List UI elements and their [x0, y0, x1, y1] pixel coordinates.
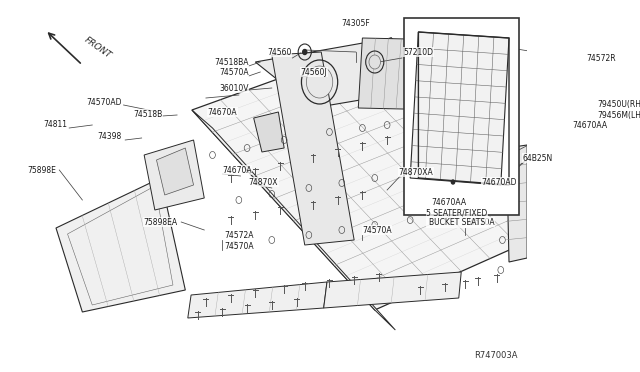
Text: R747003A: R747003A	[474, 351, 517, 360]
Polygon shape	[324, 272, 461, 308]
Text: FRONT: FRONT	[83, 35, 113, 60]
Text: 74570AD: 74570AD	[86, 97, 122, 106]
Text: 74305F: 74305F	[341, 19, 370, 28]
Text: 64B25N: 64B25N	[522, 154, 552, 163]
Polygon shape	[56, 178, 186, 312]
Polygon shape	[192, 38, 577, 310]
Text: 74670A: 74670A	[222, 166, 252, 174]
Circle shape	[451, 180, 454, 184]
Text: 75898EA: 75898EA	[143, 218, 177, 227]
Text: 74570A: 74570A	[219, 67, 249, 77]
Circle shape	[369, 55, 381, 69]
Text: 74670AA: 74670AA	[431, 198, 467, 206]
Bar	[404, 18, 519, 215]
Text: 79450U(RH): 79450U(RH)	[597, 99, 640, 109]
Circle shape	[307, 66, 333, 98]
Polygon shape	[253, 112, 284, 152]
Text: 74670A: 74670A	[207, 108, 237, 116]
Polygon shape	[188, 282, 327, 318]
Text: 74570A: 74570A	[224, 241, 253, 250]
Text: 36010V: 36010V	[220, 83, 249, 93]
Text: 74572R: 74572R	[586, 54, 616, 62]
Text: 74870X: 74870X	[249, 177, 278, 186]
Circle shape	[303, 49, 307, 55]
Polygon shape	[157, 148, 193, 195]
Text: 74398: 74398	[98, 131, 122, 141]
Text: 5 SEATER/FIXED
BUCKET SEATS: 5 SEATER/FIXED BUCKET SEATS	[426, 208, 488, 227]
Text: 74560J: 74560J	[301, 67, 327, 77]
Polygon shape	[144, 140, 204, 210]
Polygon shape	[358, 38, 453, 110]
Polygon shape	[272, 52, 354, 245]
Text: 74670AD: 74670AD	[482, 177, 517, 186]
Text: 74670AA: 74670AA	[572, 121, 607, 129]
Text: 57210D: 57210D	[404, 48, 433, 57]
Text: 74560: 74560	[267, 48, 292, 57]
Polygon shape	[410, 32, 509, 185]
Text: 74570A: 74570A	[465, 218, 495, 227]
Text: 74572A: 74572A	[224, 231, 253, 240]
Text: 74518B: 74518B	[133, 109, 163, 119]
Text: 74518BA: 74518BA	[214, 58, 249, 67]
Text: 74811: 74811	[44, 119, 68, 128]
Polygon shape	[255, 38, 449, 108]
Text: 74570A: 74570A	[362, 225, 392, 234]
Text: 75898E: 75898E	[27, 166, 56, 174]
Polygon shape	[192, 110, 396, 330]
Text: 74870XA: 74870XA	[399, 167, 433, 176]
Text: 79456M(LH): 79456M(LH)	[597, 110, 640, 119]
Polygon shape	[506, 145, 527, 262]
